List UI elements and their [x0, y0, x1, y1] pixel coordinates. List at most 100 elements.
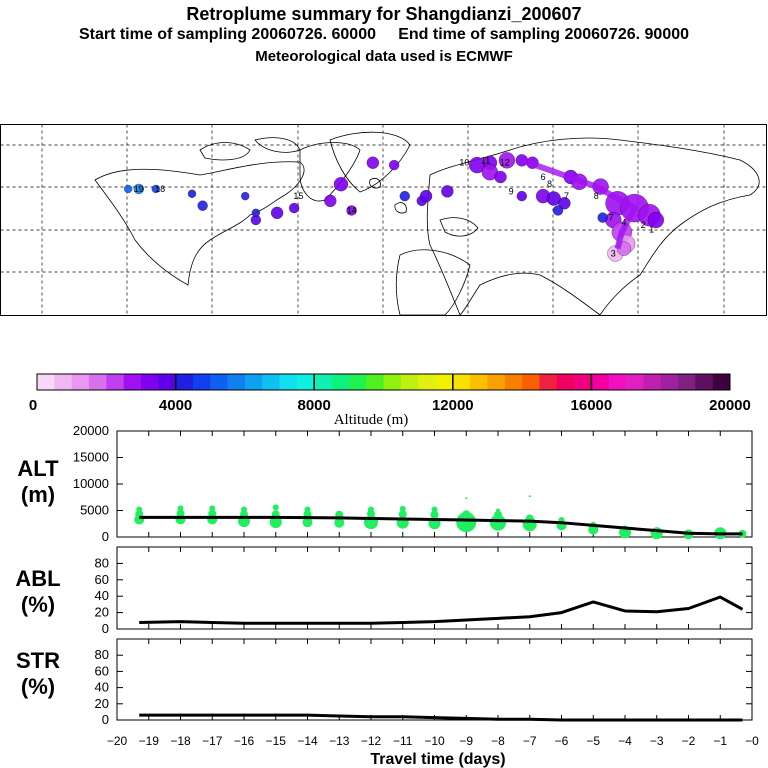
- trajectory-cluster: [187, 189, 197, 198]
- altitude-colorbar: [36, 373, 731, 391]
- altitude-bubble: [456, 512, 477, 533]
- alt-panel-unit: (m): [21, 482, 55, 507]
- colorbar-swatch: [262, 374, 280, 390]
- y-tick-label: 60: [95, 663, 109, 678]
- y-tick-label: 80: [95, 647, 109, 662]
- colorbar-tick-label: 8000: [298, 397, 331, 414]
- altitude-bubble: [399, 505, 406, 512]
- trajectory-cluster: [241, 191, 250, 201]
- time-series-panels: 05000100001500020000020406080020406080−2…: [73, 423, 759, 748]
- colorbar-swatch: [400, 374, 419, 390]
- trajectory-cluster: [597, 212, 608, 223]
- abl-panel-label: ABL: [15, 566, 60, 591]
- trajectory-cluster: [498, 152, 516, 169]
- colorbar-swatch: [227, 374, 246, 390]
- trajectory-cluster: [197, 200, 208, 211]
- x-tick-label: −20: [107, 734, 128, 748]
- altitude-bubble: [302, 517, 313, 528]
- x-tick-label: −18: [170, 734, 191, 748]
- altitude-bubble: [494, 510, 502, 519]
- altitude-bubble: [304, 506, 311, 513]
- x-tick-label: −3: [650, 734, 664, 748]
- x-tick-label: −0: [745, 734, 759, 748]
- altitude-bubble: [588, 524, 599, 535]
- colorbar-swatch: [123, 374, 142, 390]
- x-axis-label: Travel time (days): [370, 751, 505, 768]
- trajectory-cluster: [441, 185, 454, 198]
- colorbar-swatch: [418, 374, 436, 390]
- trajectory-swath: [520, 157, 639, 250]
- trajectory-cluster: [647, 211, 665, 229]
- x-tick-label: −4: [618, 734, 632, 748]
- str-panel-label: STR: [16, 648, 60, 673]
- altitude-bubble: [431, 506, 438, 513]
- x-tick-label: −7: [523, 734, 537, 748]
- altitude-bubble: [465, 497, 468, 500]
- altitude-bubble: [398, 510, 407, 519]
- x-tick-label: −16: [234, 734, 255, 748]
- sampling-time-subtitle: Start time of sampling 20060726. 60000 E…: [78, 26, 690, 43]
- str-panel-unit: (%): [21, 674, 55, 699]
- altitude-bubble: [490, 514, 506, 531]
- altitude-bubble: [136, 506, 143, 513]
- met-data-subtitle: Meteorological data used is ECMWF: [255, 48, 513, 65]
- y-tick-label: 0: [102, 529, 109, 544]
- trajectory-cluster: [366, 156, 380, 169]
- colorbar-swatch: [383, 374, 402, 390]
- trajectory-cluster: [151, 184, 160, 194]
- colorbar-swatch: [331, 374, 350, 390]
- trajectory-day-label: 4: [621, 217, 626, 227]
- y-tick-label: 40: [95, 588, 109, 603]
- x-tick-label: −19: [139, 734, 160, 748]
- y-tick-label: 60: [95, 572, 109, 587]
- x-tick-label: −6: [555, 734, 569, 748]
- colorbar-swatch: [140, 374, 159, 390]
- y-tick-label: 80: [95, 555, 109, 570]
- x-tick-label: −17: [202, 734, 223, 748]
- colorbar-swatch: [522, 374, 540, 390]
- altitude-bubble: [367, 509, 375, 518]
- x-tick-label: −1: [713, 734, 727, 748]
- trajectory-day-label: 2: [641, 220, 646, 230]
- colorbar-swatch: [608, 374, 627, 390]
- series-line: [139, 595, 744, 625]
- altitude-bubble: [528, 495, 531, 498]
- x-tick-label: −8: [491, 734, 505, 748]
- colorbar-tick-label: 0: [29, 397, 37, 414]
- trajectory-day-label: 10: [459, 158, 469, 168]
- trajectory-cluster: [516, 190, 527, 202]
- y-tick-label: 20000: [73, 423, 109, 438]
- y-tick-label: 10000: [73, 476, 109, 491]
- trajectory-cluster: [558, 197, 571, 210]
- colorbar-swatch: [279, 374, 298, 390]
- trajectory-day-label: 19: [134, 184, 144, 194]
- trajectory-day-label: 7: [564, 191, 569, 201]
- colorbar-swatch: [487, 374, 506, 390]
- x-tick-label: −10: [424, 734, 445, 748]
- x-tick-label: −15: [266, 734, 287, 748]
- trajectory-cluster: [346, 205, 357, 216]
- colorbar-title: Altitude (m): [334, 412, 409, 428]
- colorbar-swatch: [660, 374, 679, 390]
- trajectory-cluster: [333, 177, 349, 192]
- colorbar-swatch: [348, 374, 367, 390]
- altitude-bubble: [462, 510, 471, 519]
- series-line: [139, 515, 743, 536]
- x-tick-label: −13: [329, 734, 350, 748]
- colorbar-swatch: [158, 374, 176, 390]
- y-tick-label: 0: [102, 621, 109, 636]
- colorbar-swatch: [452, 374, 471, 390]
- series-line: [139, 713, 743, 722]
- trajectory-cluster: [124, 184, 133, 194]
- colorbar-swatch: [192, 374, 211, 390]
- colorbar-swatch: [695, 374, 713, 390]
- trajectory-cluster: [388, 159, 400, 171]
- colorbar-tick-labels: 0 4000 8000 12000 16000 20000: [29, 374, 751, 414]
- y-tick-label: 20: [95, 696, 109, 711]
- altitude-bubble: [209, 505, 216, 512]
